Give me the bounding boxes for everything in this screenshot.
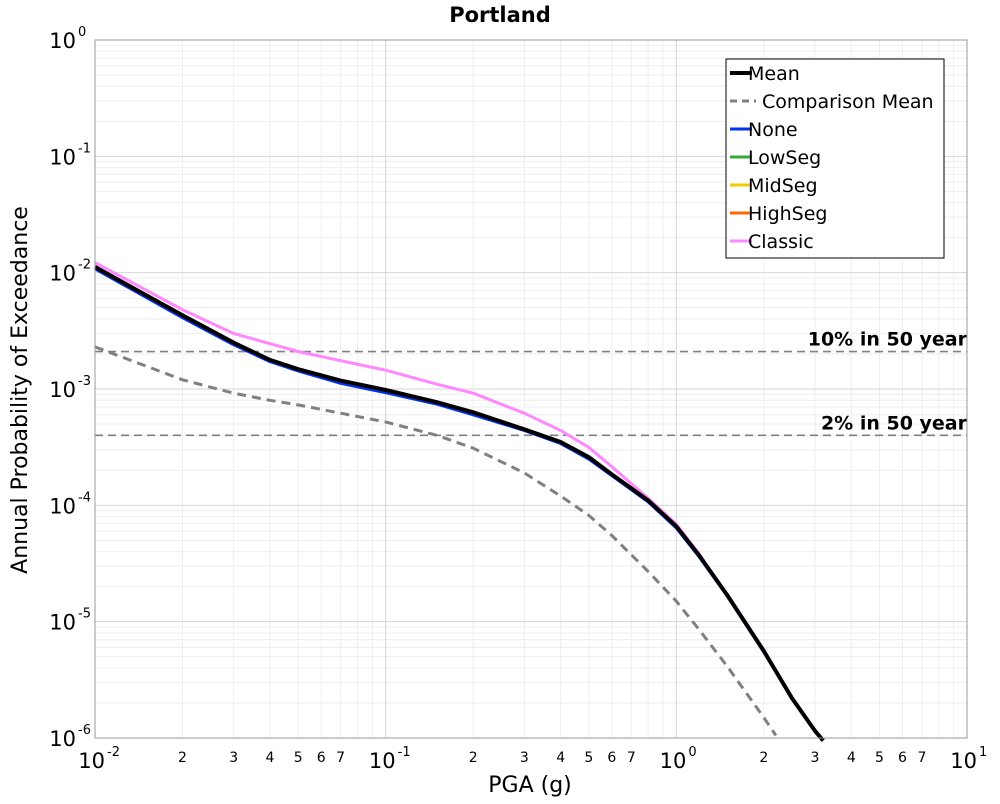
x-minor-tick-label: 7 <box>627 750 636 766</box>
y-axis-label: Annual Probability of Exceedance <box>8 206 33 574</box>
series-lines <box>94 261 825 742</box>
x-minor-tick-label: 7 <box>336 750 345 766</box>
x-minor-tick-label: 4 <box>556 750 565 766</box>
x-tick-label-exponent: 0 <box>688 745 696 760</box>
legend-label-lowseg: LowSeg <box>748 147 821 169</box>
series-classic-line <box>94 261 825 742</box>
x-minor-tick-label: 5 <box>294 750 303 766</box>
x-minor-tick-label: 3 <box>811 750 820 766</box>
x-minor-tick-label: 2 <box>469 750 478 766</box>
x-minor-tick-label: 7 <box>918 750 927 766</box>
x-minor-tick-label: 6 <box>317 750 326 766</box>
x-minor-tick-label: 5 <box>875 750 884 766</box>
x-tick-label-exponent: -2 <box>107 745 120 760</box>
axis-tick-labels: 10 -2 10 -1 10 0 10 12 3 4 5 6 7 2 3 4 5 6 7 2 3 4 5 6 710 010 -11… <box>49 25 987 773</box>
plot-area-frame <box>94 39 968 739</box>
y-tick-label: 10 <box>49 29 76 53</box>
y-tick-label: 10 <box>49 378 76 402</box>
y-tick-label: 10 <box>49 262 76 286</box>
series-none-line <box>94 267 825 742</box>
y-tick-label-exponent: -1 <box>78 141 91 156</box>
x-tick-label: 10 <box>950 749 977 773</box>
legend-label-mean: Mean <box>748 63 800 85</box>
x-minor-tick-label: 5 <box>584 750 593 766</box>
y-tick-label-exponent: -2 <box>78 258 91 273</box>
y-tick-label: 10 <box>49 727 76 751</box>
y-tick-label-exponent: -4 <box>78 490 91 505</box>
reference-line-label: 2% in 50 year <box>821 412 968 434</box>
legend-label-classic: Classic <box>748 231 814 253</box>
chart-title: Portland <box>449 3 551 27</box>
x-minor-tick-label: 4 <box>266 750 275 766</box>
legend: Mean Comparison Mean None LowSeg MidSeg HighS… <box>725 58 945 259</box>
grid <box>94 39 968 739</box>
x-tick-label: 10 <box>369 749 396 773</box>
x-tick-label-exponent: -1 <box>398 745 411 760</box>
x-minor-tick-label: 4 <box>847 750 856 766</box>
x-tick-label: 10 <box>660 749 687 773</box>
y-tick-label-exponent: -5 <box>78 607 91 622</box>
series-comparison-mean-line <box>94 345 778 737</box>
x-tick-label-exponent: 1 <box>979 745 987 760</box>
legend-label-none: None <box>748 119 798 141</box>
reference-lines: 10% in 50 year 2% in 50 year <box>95 329 968 437</box>
legend-label-midseg: MidSeg <box>748 175 818 197</box>
reference-line-label: 10% in 50 year <box>808 329 968 351</box>
y-tick-label-exponent: -6 <box>78 723 91 738</box>
y-tick-label: 10 <box>49 611 76 635</box>
legend-label-highseg: HighSeg <box>748 203 827 225</box>
y-tick-label-exponent: 0 <box>78 25 86 40</box>
x-axis-label: PGA (g) <box>488 773 572 798</box>
series-mean-line <box>94 265 825 742</box>
x-minor-tick-label: 6 <box>898 750 907 766</box>
x-minor-tick-label: 3 <box>520 750 529 766</box>
x-minor-tick-label: 2 <box>178 750 187 766</box>
x-minor-tick-label: 2 <box>759 750 768 766</box>
x-minor-tick-label: 3 <box>229 750 238 766</box>
y-tick-label-exponent: -3 <box>78 374 91 389</box>
x-tick-label: 10 <box>78 749 105 773</box>
y-tick-label: 10 <box>49 145 76 169</box>
legend-label-comparison-mean: Comparison Mean <box>762 91 934 113</box>
x-minor-tick-label: 6 <box>607 750 616 766</box>
legend-box <box>725 58 945 259</box>
y-tick-label: 10 <box>49 494 76 518</box>
